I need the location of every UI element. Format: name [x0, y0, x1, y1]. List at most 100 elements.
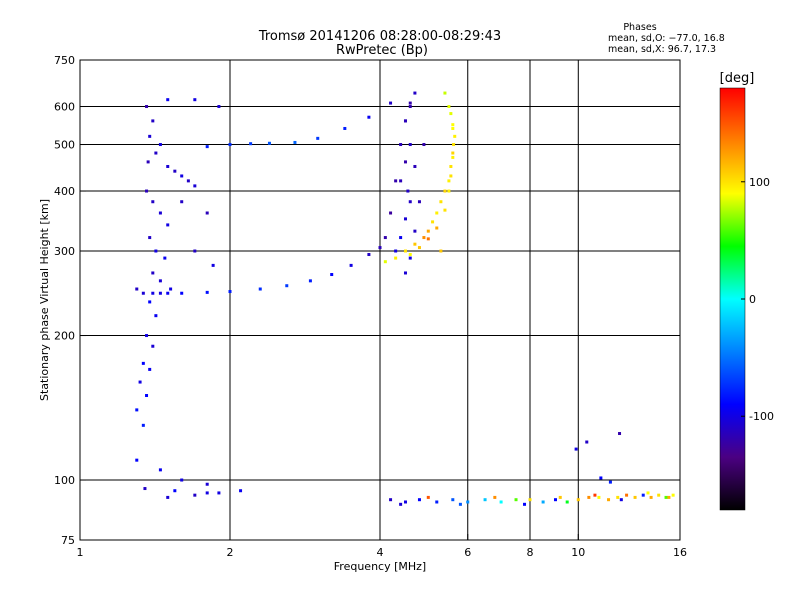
data-point	[145, 334, 149, 338]
phase-box-line-o: mean, sd,O: −77.0, 16.8	[608, 33, 725, 44]
data-point	[141, 361, 145, 365]
data-point	[151, 200, 155, 204]
data-point	[394, 256, 398, 260]
data-point	[399, 502, 403, 506]
data-point	[403, 119, 407, 123]
data-point	[408, 256, 412, 260]
data-point	[439, 200, 443, 204]
data-point	[597, 495, 601, 499]
data-point	[330, 273, 334, 277]
data-point	[671, 493, 675, 497]
y-tick-label: 100	[54, 474, 75, 487]
data-point	[616, 495, 620, 499]
data-point	[316, 136, 320, 140]
data-point	[618, 432, 622, 436]
data-point	[158, 143, 162, 147]
data-point	[664, 495, 668, 499]
data-point	[408, 105, 412, 109]
data-point	[452, 143, 456, 147]
data-point	[449, 164, 453, 168]
data-point	[435, 211, 439, 215]
x-tick-label: 2	[227, 546, 234, 559]
data-point	[451, 123, 455, 127]
colorbar-tick-label: 0	[749, 293, 756, 306]
data-point	[523, 502, 527, 506]
y-tick-label: 300	[54, 245, 75, 258]
x-tick-labels: 1 2 4 6 8 10 16	[77, 534, 687, 559]
data-point	[431, 220, 435, 224]
y-tick-label: 500	[54, 139, 75, 152]
data-point	[193, 184, 197, 188]
data-point	[285, 284, 289, 288]
data-point	[148, 300, 152, 304]
y-tick-label: 400	[54, 185, 75, 198]
data-point	[576, 498, 580, 502]
colorbar	[719, 87, 746, 511]
data-point	[249, 142, 253, 146]
data-point	[558, 495, 562, 499]
data-point	[166, 291, 170, 295]
y-tick-labels: 75 100 200 300 400 500 600 750	[54, 54, 86, 547]
data-point	[422, 143, 426, 147]
data-point	[413, 242, 417, 246]
data-point	[417, 498, 421, 502]
data-point	[646, 491, 650, 495]
data-point	[499, 500, 503, 504]
data-point	[148, 236, 152, 240]
data-point	[619, 498, 623, 502]
data-point	[158, 468, 162, 472]
data-point	[151, 271, 155, 275]
data-point	[574, 447, 578, 451]
data-point	[435, 226, 439, 230]
data-point	[528, 498, 532, 502]
data-point	[447, 105, 451, 109]
data-point	[453, 134, 457, 138]
data-point	[439, 249, 443, 253]
data-point	[417, 200, 421, 204]
data-point	[585, 440, 589, 444]
data-point	[403, 500, 407, 504]
data-point	[154, 249, 158, 253]
data-point	[493, 495, 497, 499]
x-axis-label: Frequency [MHz]	[334, 560, 426, 573]
x-tick-label: 10	[571, 546, 585, 559]
data-point	[154, 151, 158, 155]
data-point	[443, 189, 447, 193]
data-point	[383, 260, 387, 264]
data-point	[173, 489, 177, 493]
data-point	[349, 263, 353, 267]
data-point	[449, 174, 453, 178]
data-point	[593, 493, 597, 497]
data-point	[514, 498, 518, 502]
data-point	[145, 189, 149, 193]
data-point	[166, 223, 170, 227]
colorbar-tick-label: 100	[749, 176, 770, 189]
y-tick-label: 600	[54, 101, 75, 114]
data-point	[217, 105, 221, 109]
data-point	[625, 493, 629, 497]
data-point	[228, 143, 232, 147]
data-point	[211, 263, 215, 267]
data-point	[451, 126, 455, 130]
data-point	[228, 290, 232, 294]
data-point	[135, 287, 139, 291]
data-point	[151, 344, 155, 348]
data-point	[186, 179, 190, 183]
data-point	[141, 423, 145, 427]
chart-subtitle: RwPretec (Bp)	[336, 43, 428, 58]
data-point	[389, 211, 393, 215]
data-point	[399, 143, 403, 147]
data-point	[180, 478, 184, 482]
data-point	[483, 498, 487, 502]
data-point	[447, 189, 451, 193]
data-point	[180, 200, 184, 204]
data-point	[205, 211, 209, 215]
data-point	[641, 493, 645, 497]
data-point	[258, 287, 262, 291]
data-point	[293, 140, 297, 144]
data-point	[158, 211, 162, 215]
data-point	[389, 498, 393, 502]
x-tick-label: 4	[377, 546, 384, 559]
data-point	[657, 493, 661, 497]
